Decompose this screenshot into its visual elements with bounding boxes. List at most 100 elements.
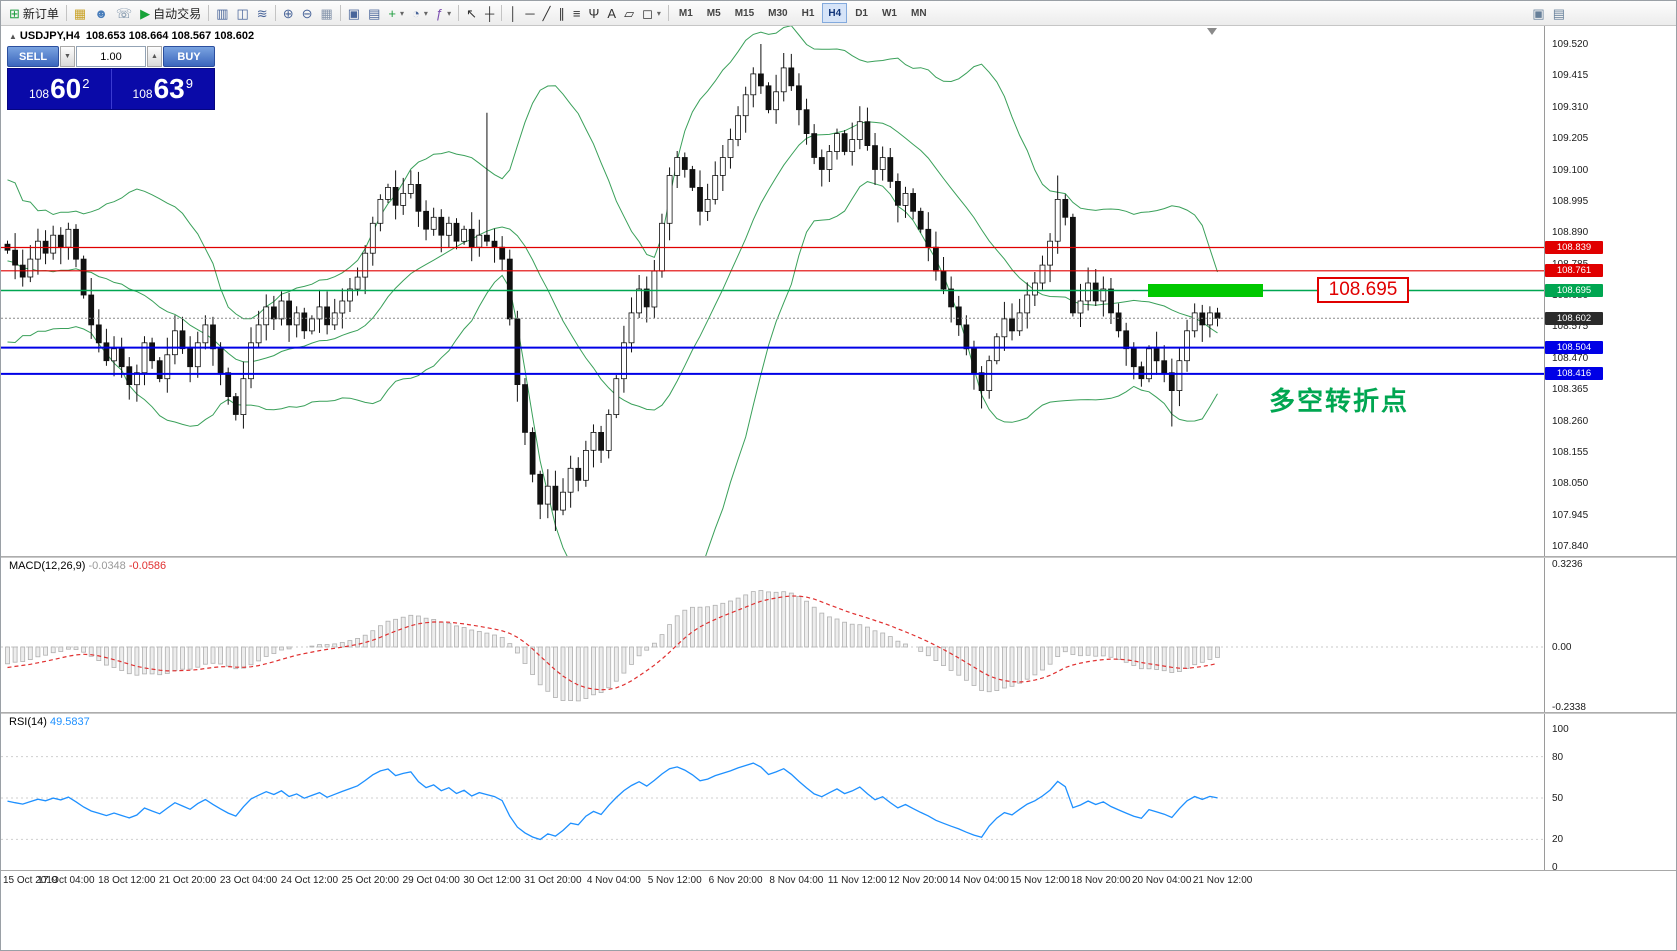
grid-icon: ▦ xyxy=(320,5,333,21)
macd-canvas[interactable] xyxy=(1,558,1544,712)
auto-scroll-button[interactable]: ▣ xyxy=(344,2,364,24)
sell-button[interactable]: SELL xyxy=(7,46,59,67)
text-label-button[interactable]: ▱ xyxy=(620,2,638,24)
time-axis[interactable]: 15 Oct 2019 17 Oct 04:00 18 Oct 12:00 21 Oc… xyxy=(1,870,1676,892)
chart-shift-marker[interactable] xyxy=(1207,28,1217,35)
panel-toggle-icon[interactable]: ▲ xyxy=(9,32,17,41)
price-callout[interactable]: 108.695 xyxy=(1317,277,1409,303)
cascade-windows-button[interactable]: ▤ xyxy=(1549,2,1569,24)
zoom-out-button[interactable]: ⊖ xyxy=(298,2,317,24)
time-label: 5 Nov 12:00 xyxy=(647,875,702,886)
price-chart-canvas[interactable] xyxy=(1,26,1544,556)
volume-dropdown-button[interactable]: ▼ xyxy=(60,46,75,67)
macd-scale-tick: 0.00 xyxy=(1552,642,1572,653)
sell-price[interactable]: 108 60 2 xyxy=(8,69,111,109)
cursor-button[interactable]: ↖ xyxy=(462,2,481,24)
time-label: 11 Nov 12:00 xyxy=(827,875,887,886)
annotation-text[interactable]: 多空转折点 xyxy=(1269,386,1410,416)
fibonacci-icon: ≡ xyxy=(572,5,581,21)
crosshair-button[interactable]: ┼ xyxy=(481,2,498,24)
timeframe-w1-button[interactable]: W1 xyxy=(881,7,897,19)
tile-windows-button[interactable]: ▣ xyxy=(1528,2,1548,24)
new-order-button[interactable]: ⊞ 新订单 xyxy=(5,2,63,24)
price-tick: 109.205 xyxy=(1552,133,1589,145)
vertical-line-button[interactable]: │ xyxy=(505,2,521,24)
profile-button[interactable]: ☻ xyxy=(90,2,112,24)
time-label: 21 Nov 12:00 xyxy=(1192,875,1253,886)
rsi-label: RSI(14) 49.5837 xyxy=(9,716,90,728)
period-button[interactable]: ◔ ▾ xyxy=(408,2,432,24)
price-scale[interactable]: 109.520 109.415 109.310 109.205 109.100 108.9… xyxy=(1544,26,1676,892)
time-label: 25 Oct 20:00 xyxy=(341,875,399,886)
autotrade-icon: ▶ xyxy=(140,5,151,21)
panel-separator[interactable] xyxy=(1,712,1676,714)
text-button[interactable]: A xyxy=(603,2,620,24)
chart-header: ▲ USDJPY,H4 108.653 108.664 108.567 108.60… xyxy=(9,30,254,42)
timeframe-h4-button[interactable]: H4 xyxy=(822,3,848,23)
time-label: 8 Nov 04:00 xyxy=(769,875,824,886)
channel-icon: ∥ xyxy=(558,5,565,21)
time-label: 20 Nov 04:00 xyxy=(1131,875,1192,886)
timeframe-m30-button[interactable]: M30 xyxy=(768,7,788,19)
buy-price[interactable]: 108 63 9 xyxy=(112,69,215,109)
buy-price-big: 63 xyxy=(153,73,185,104)
indicators-button[interactable]: ƒ ▾ xyxy=(432,2,455,24)
horizontal-line-button[interactable]: ─ xyxy=(521,2,538,24)
grid-button[interactable]: ▦ xyxy=(317,2,337,24)
rsi-canvas[interactable] xyxy=(1,714,1544,870)
bar-chart-button[interactable]: ▥ xyxy=(212,2,232,24)
horizontal-line-icon: ─ xyxy=(525,5,535,21)
support-icon: ☏ xyxy=(115,5,133,21)
autotrade-label: 自动交易 xyxy=(153,6,202,21)
line-chart-button[interactable]: ≋ xyxy=(253,2,272,24)
vertical-line-icon: │ xyxy=(509,5,518,21)
andrews-pitchfork-button[interactable]: Ψ xyxy=(585,2,604,24)
time-label: 30 Oct 12:00 xyxy=(463,875,521,886)
price-tick: 107.945 xyxy=(1552,509,1589,521)
shapes-button[interactable]: ◻ ▾ xyxy=(638,2,665,24)
time-label: 21 Oct 20:00 xyxy=(158,875,217,886)
volume-input[interactable] xyxy=(76,46,146,67)
chart-shift-icon: ▤ xyxy=(368,5,381,21)
charts-button[interactable]: ▦ xyxy=(70,2,90,24)
bar-chart-icon: ▥ xyxy=(216,5,229,21)
new-chart-icon: + xyxy=(388,5,396,21)
trendline-button[interactable]: ╱ xyxy=(539,2,555,24)
time-label: 6 Nov 20:00 xyxy=(708,875,763,886)
panel-separator[interactable] xyxy=(1,556,1676,558)
toolbar: ⊞ 新订单 ▦ ☻ ☏ ▶ 自动交易 ▥ ◫ ≋ ⊕ ⊖ ▦ ▣ ▤ + ▾ ◔ ▾ ƒ ▾ ↖ ┼ │ ─ ╱ ∥ ≡ Ψ A ▱ ◻ ▾ M… xyxy=(1,1,1676,26)
channel-button[interactable]: ∥ xyxy=(554,2,569,24)
new-order-label: 新订单 xyxy=(22,6,59,21)
timeframe-mn-button[interactable]: MN xyxy=(910,7,927,19)
timeframe-h1-button[interactable]: H1 xyxy=(801,7,815,19)
fibonacci-button[interactable]: ≡ xyxy=(569,2,585,24)
candlestick-icon: ◫ xyxy=(236,5,249,21)
zoom-in-button[interactable]: ⊕ xyxy=(279,2,298,24)
volume-stepper-button[interactable]: ▲ xyxy=(147,46,162,67)
chart-shift-button[interactable]: ▤ xyxy=(364,2,384,24)
shapes-icon: ◻ xyxy=(642,5,653,21)
andrews-pitchfork-icon: Ψ xyxy=(588,5,600,21)
new-chart-button[interactable]: + ▾ xyxy=(384,2,408,24)
buy-button[interactable]: BUY xyxy=(163,46,215,67)
profile-icon: ☻ xyxy=(94,5,108,21)
timeframe-m5-button[interactable]: M5 xyxy=(706,7,721,19)
timeframe-m15-button[interactable]: M15 xyxy=(734,7,755,19)
timeframe-d1-button[interactable]: D1 xyxy=(855,7,868,19)
rsi-scale-tick: 100 xyxy=(1552,724,1569,735)
price-tag: 108.761 xyxy=(1545,264,1603,278)
price-tick: 108.575 xyxy=(1552,321,1589,333)
timeframe-group: M1 M5 M15 M30 H1 H4 D1 W1 MN xyxy=(672,3,934,23)
autotrade-button[interactable]: ▶ 自动交易 xyxy=(136,2,205,24)
cascade-windows-icon: ▤ xyxy=(1552,5,1565,21)
price-tick: 109.310 xyxy=(1552,101,1589,113)
chevron-down-icon: ▾ xyxy=(399,8,404,18)
price-tick: 108.260 xyxy=(1552,415,1589,427)
candlestick-button[interactable]: ◫ xyxy=(232,2,252,24)
timeframe-m1-button[interactable]: M1 xyxy=(678,7,693,19)
support-button[interactable]: ☏ xyxy=(112,2,136,24)
price-tick: 108.365 xyxy=(1552,384,1589,396)
symbol-label: USDJPY,H4 xyxy=(19,30,80,42)
cursor-icon: ↖ xyxy=(466,5,478,21)
